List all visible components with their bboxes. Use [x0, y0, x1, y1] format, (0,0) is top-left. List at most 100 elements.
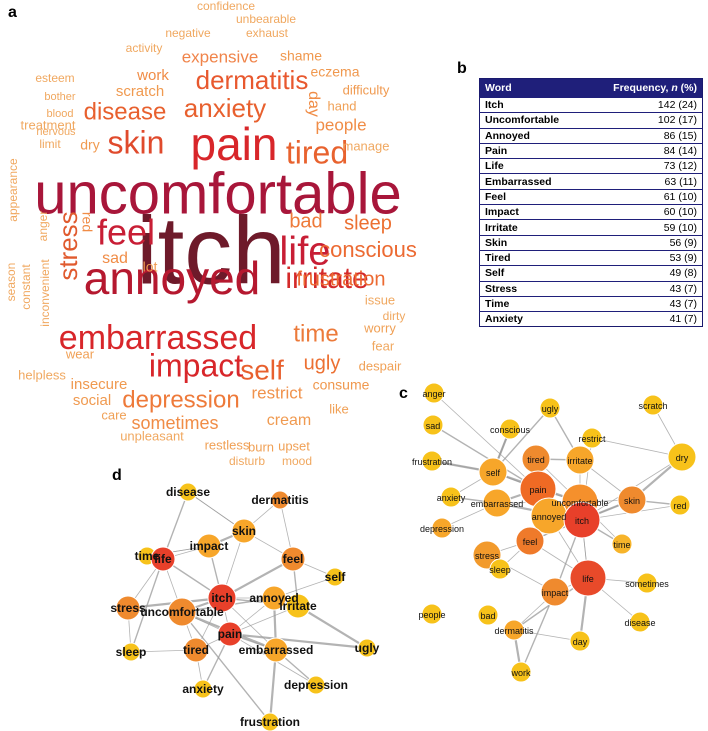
network-c-node-label: embarrassed	[471, 499, 524, 509]
network-c-node-label: people	[418, 610, 445, 620]
table-cell-frequency: 73 (12)	[584, 158, 703, 174]
word-cloud-word: negative	[165, 26, 211, 40]
word-cloud-word: worry	[363, 320, 396, 335]
table-cell-word: Stress	[479, 280, 585, 297]
network-d-node-label: pain	[218, 627, 243, 641]
table-row: Itch 142 (24)	[479, 96, 703, 113]
word-cloud-word: dry	[80, 137, 99, 153]
network-d-node-label: itch	[211, 591, 232, 605]
table-row: Tired 53 (9)	[479, 249, 703, 266]
network-d-node	[285, 593, 311, 619]
table-cell-frequency: 84 (14)	[584, 142, 703, 159]
network-d-node	[150, 546, 176, 572]
network-c-node	[515, 526, 545, 556]
network-c-node-label: restrict	[579, 434, 606, 444]
network-c-node-label: stress	[475, 551, 500, 561]
network-d-node	[217, 621, 243, 647]
network-c-node-label: skin	[624, 496, 640, 506]
network-c-node	[482, 488, 512, 518]
network-d-node	[357, 638, 377, 658]
network-c-node-label: sometimes	[625, 579, 669, 589]
table-cell-word: Skin	[479, 234, 585, 251]
network-c-node	[539, 397, 561, 419]
word-cloud-word: lot	[143, 259, 158, 275]
header-frequency: Frequency, n (%)	[584, 78, 703, 98]
word-cloud-word: bother	[44, 91, 76, 103]
table-cell-word: Tired	[479, 249, 585, 266]
word-cloud-word: impact	[149, 347, 243, 383]
network-c-node-label: pain	[529, 485, 546, 495]
network-c-node	[540, 577, 570, 607]
network-d-node	[306, 675, 326, 695]
network-d-node-label: embarrassed	[239, 643, 314, 657]
word-cloud-word: manage	[343, 138, 390, 153]
network-d-node-label: skin	[232, 524, 256, 538]
network-d-node	[193, 679, 213, 699]
network-d-node-label: anxiety	[182, 682, 224, 696]
table-row: Skin 56 (9)	[479, 234, 703, 251]
table-cell-frequency: 142 (24)	[584, 96, 703, 113]
word-cloud-word: upset	[278, 438, 310, 453]
word-cloud-word: scratch	[116, 83, 164, 100]
table-row: Embarrassed 63 (11)	[479, 173, 703, 190]
network-d-node	[115, 595, 141, 621]
word-cloud-word: stress	[53, 211, 83, 280]
network-d-node-label: ugly	[355, 641, 380, 655]
word-cloud-word: unbearable	[236, 12, 296, 26]
network-c-node-label: conscious	[490, 425, 531, 435]
table-row: Anxiety 41 (7)	[479, 311, 703, 327]
word-cloud-word: issue	[365, 292, 395, 307]
word-cloud-word: restrict	[252, 383, 303, 402]
panel-label-d: d	[112, 467, 122, 484]
word-cloud-word: dermatitis	[196, 65, 309, 95]
word-cloud-word: anger	[36, 211, 50, 242]
word-cloud-word: day	[305, 91, 322, 117]
network-c-node-label: frustration	[412, 457, 452, 467]
table-cell-frequency: 41 (7)	[584, 311, 703, 327]
table-row: Irritate 59 (10)	[479, 219, 703, 236]
network-c-node	[563, 501, 601, 539]
table-cell-word: Life	[479, 158, 585, 174]
network-d-node-label: disease	[166, 485, 210, 499]
table-cell-frequency: 102 (17)	[584, 112, 703, 129]
table-cell-word: Self	[479, 265, 585, 282]
word-cloud-word: blood	[47, 108, 74, 120]
panel-label-a: a	[8, 4, 17, 21]
word-cloud-word: itch	[136, 197, 285, 304]
network-c-node	[581, 427, 603, 449]
network-c-node	[422, 414, 444, 436]
word-cloud-word: self	[240, 354, 284, 385]
word-cloud-word: time	[293, 320, 338, 347]
word-cloud-word: restless	[205, 437, 250, 452]
network-c-node-label: sad	[426, 421, 441, 431]
network-d-node	[196, 533, 222, 559]
word-cloud-word: sad	[102, 250, 128, 267]
network-c-node-label: impact	[542, 588, 569, 598]
table-row: Feel 61 (10)	[479, 188, 703, 205]
network-c-node-label: time	[613, 540, 630, 550]
table-cell-frequency: 61 (10)	[584, 188, 703, 205]
table-cell-word: Itch	[479, 96, 585, 113]
word-cloud-word: burn	[248, 439, 274, 454]
network-d-node-label: time	[135, 549, 160, 563]
word-cloud-word: eczema	[310, 64, 359, 80]
network-c-node-label: scratch	[638, 401, 667, 411]
header-word: Word	[479, 78, 585, 98]
panel-label-b: b	[457, 60, 467, 77]
table-cell-frequency: 59 (10)	[584, 219, 703, 236]
word-cloud-word: like	[329, 401, 349, 416]
network-d-node-label: uncomfortable	[140, 605, 224, 619]
network-d-node-label: depression	[284, 678, 348, 692]
network-d-node-label: irritate	[279, 599, 317, 613]
word-cloud-word: unpleasant	[120, 428, 184, 443]
word-cloud-word: fear	[372, 338, 395, 353]
table-header-row: Word Frequency, n (%)	[479, 78, 703, 98]
network-d-edge	[181, 611, 271, 723]
network-d-node	[325, 567, 345, 587]
table-row: Self 49 (8)	[479, 265, 703, 282]
network-c-node	[611, 533, 633, 555]
word-cloud-word: exhaust	[246, 26, 289, 40]
network-d-node-label: life	[154, 552, 172, 566]
table-cell-word: Impact	[479, 204, 585, 220]
